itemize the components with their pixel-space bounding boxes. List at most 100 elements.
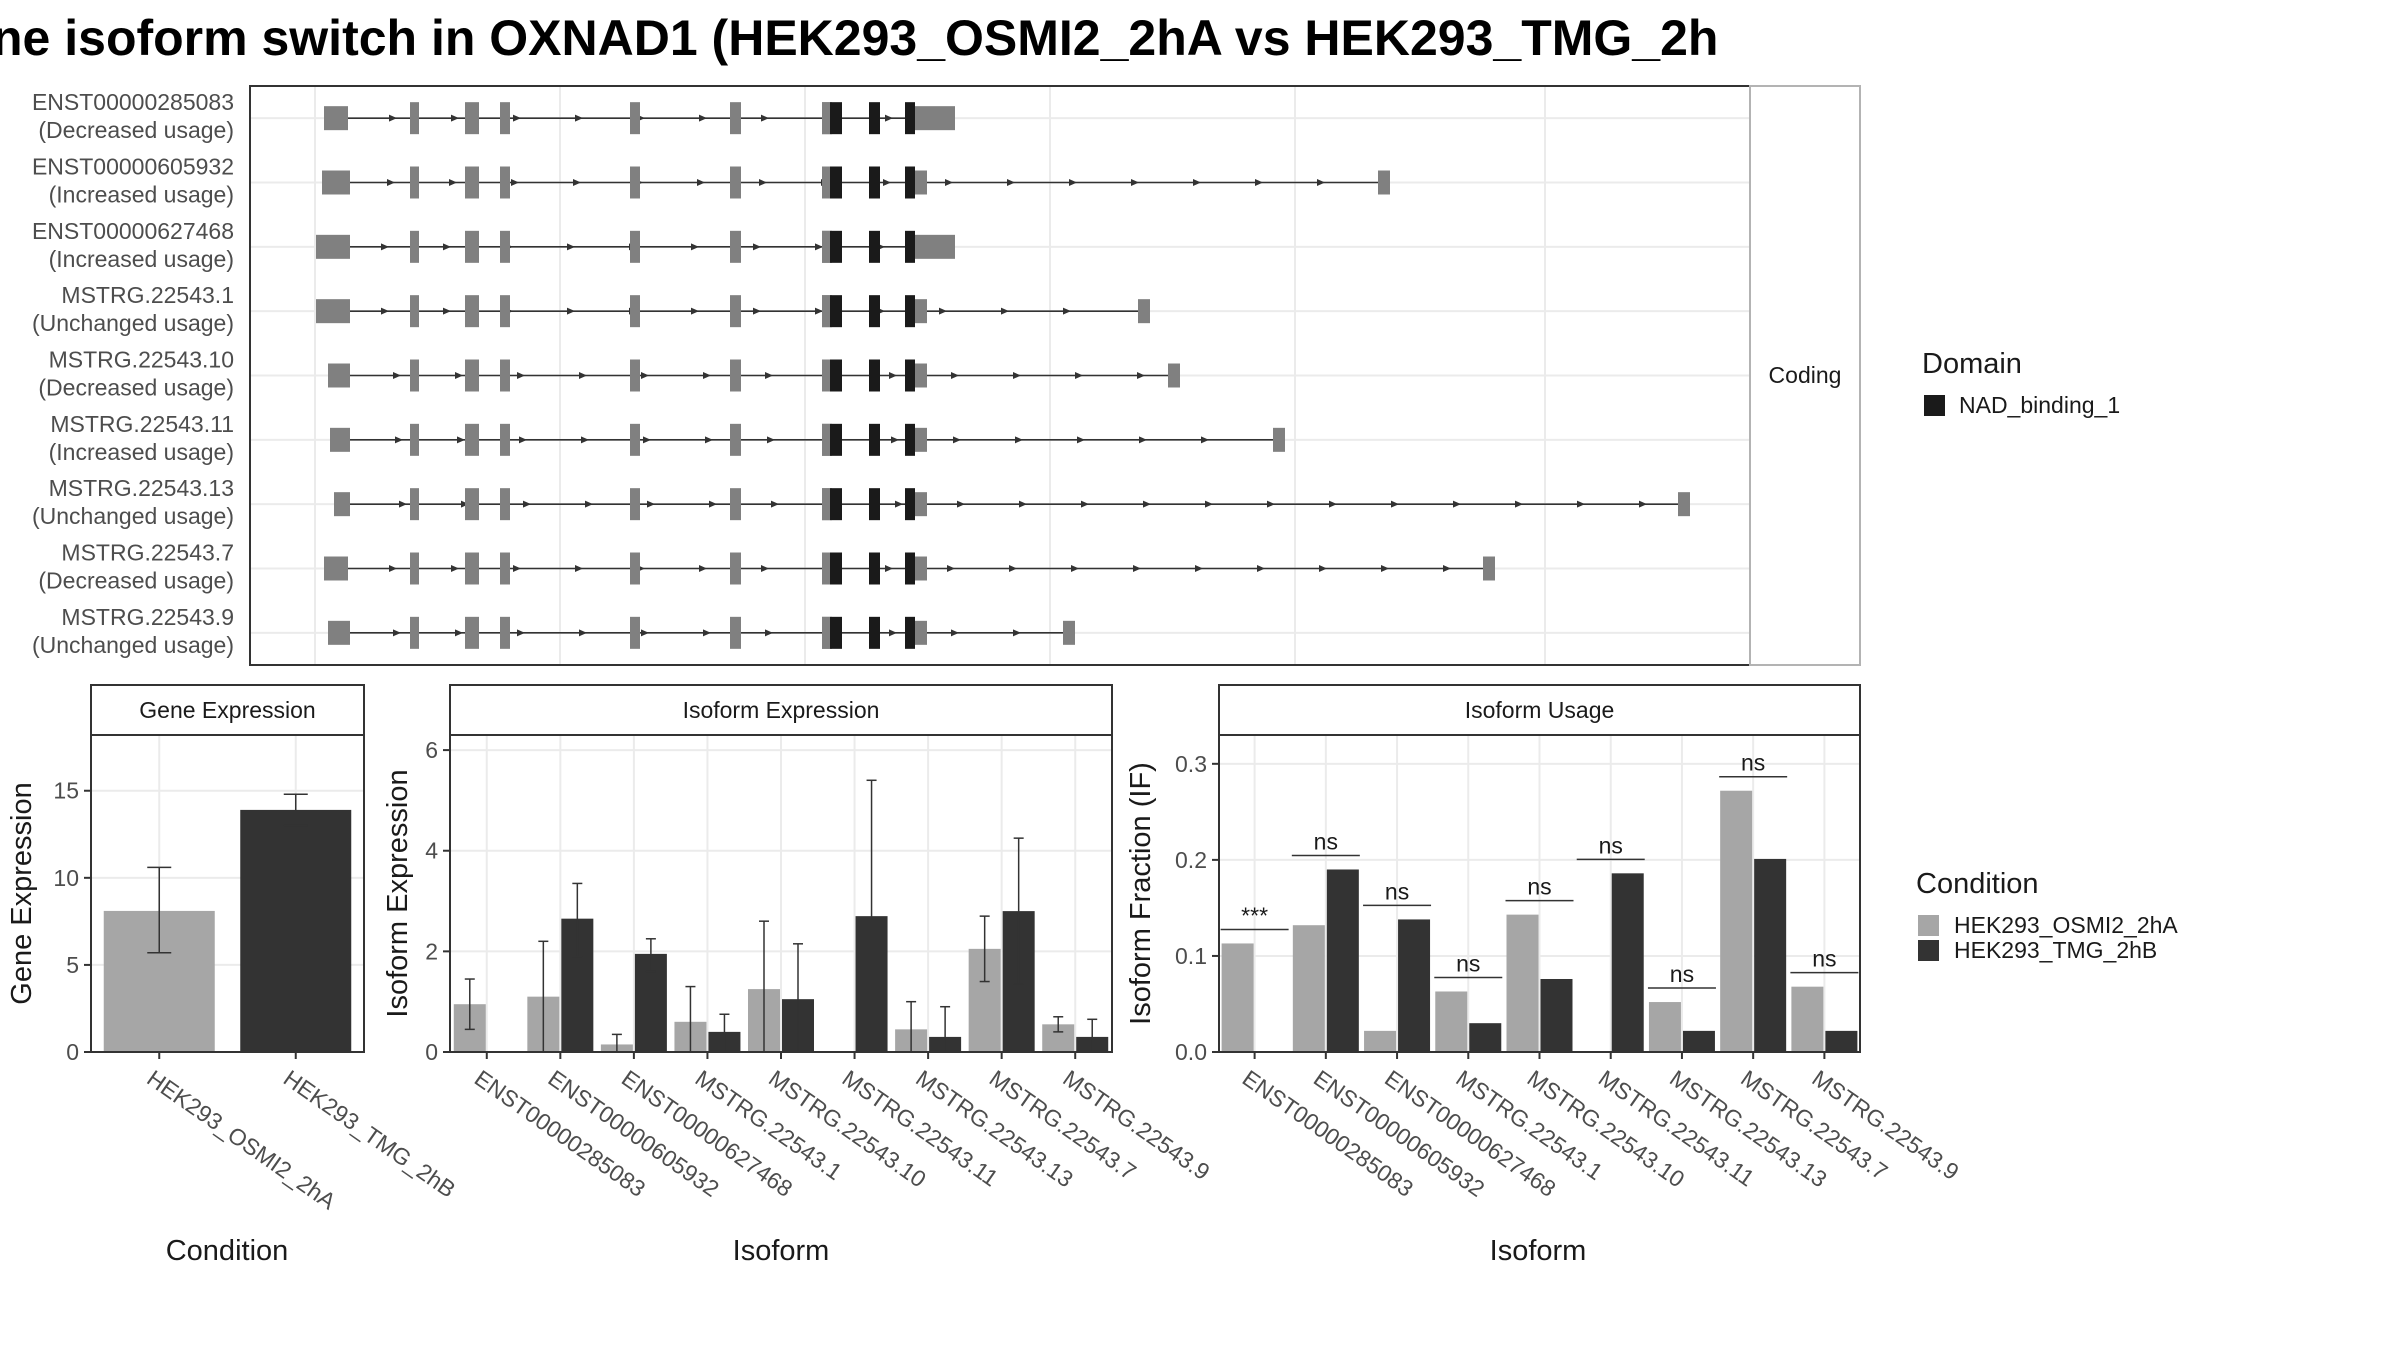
exon xyxy=(630,166,640,199)
domain-exon xyxy=(869,230,880,263)
intron-direction-arrow xyxy=(1013,629,1021,637)
y-tick-label: 0.2 xyxy=(1175,847,1207,873)
exon xyxy=(410,488,419,521)
exon xyxy=(500,166,510,199)
intron-direction-arrow xyxy=(699,114,707,122)
isoform-expression-panel: Isoform Expression0246ENST00000285083ENS… xyxy=(382,684,1215,1267)
intron-direction-arrow xyxy=(517,372,525,379)
domain-exon xyxy=(905,166,915,199)
domain-exon xyxy=(830,295,842,328)
panel-strip xyxy=(90,684,365,736)
intron-direction-arrow xyxy=(1001,307,1009,315)
exon xyxy=(822,295,832,328)
exon xyxy=(822,616,832,649)
exon xyxy=(630,230,640,263)
exon xyxy=(730,359,741,392)
transcript-row: MSTRG.22543.10(Decreased usage) xyxy=(38,347,1180,401)
intron-direction-arrow xyxy=(1453,500,1461,508)
transcript-id-label: MSTRG.22543.1 xyxy=(61,282,234,308)
y-tick-label: 5 xyxy=(66,952,79,978)
y-tick-label: 15 xyxy=(53,778,79,804)
intron-direction-arrow xyxy=(567,243,575,251)
intron-direction-arrow xyxy=(575,114,583,122)
transcript-id-label: ENST00000627468 xyxy=(32,218,234,244)
domain-exon xyxy=(905,102,915,135)
exon xyxy=(1483,556,1495,581)
intron-direction-arrow xyxy=(765,372,773,379)
facet-strip xyxy=(1749,85,1861,666)
transcript-row: MSTRG.22543.1(Unchanged usage) xyxy=(32,282,1150,336)
intron-direction-arrow xyxy=(885,565,893,572)
intron-direction-arrow xyxy=(381,243,389,251)
exon xyxy=(915,234,955,259)
intron-direction-arrow xyxy=(889,629,897,637)
intron-direction-arrow xyxy=(1007,179,1015,186)
data-bar xyxy=(1398,919,1431,1052)
intron-direction-arrow xyxy=(567,307,575,315)
intron-direction-arrow xyxy=(451,114,459,122)
exon xyxy=(630,552,640,585)
domain-exon xyxy=(905,488,915,521)
transcript-id-label: MSTRG.22543.13 xyxy=(49,475,234,501)
condition-legend-swatch-a xyxy=(1918,915,1939,936)
panel-plot-border xyxy=(90,734,365,1053)
transcript-row: MSTRG.22543.13(Unchanged usage) xyxy=(32,475,1690,529)
intron-direction-arrow xyxy=(643,436,651,444)
intron-direction-arrow xyxy=(705,436,713,444)
intron-direction-arrow xyxy=(1019,500,1027,508)
exon xyxy=(500,102,510,135)
domain-exon xyxy=(905,552,915,585)
domain-exon xyxy=(830,423,842,456)
domain-legend: Domain NAD_binding_1 xyxy=(1922,348,2120,418)
intron-direction-arrow xyxy=(579,372,587,379)
intron-direction-arrow xyxy=(1577,500,1585,508)
significance-label: ns xyxy=(1812,946,1836,972)
transcript-id-label: MSTRG.22543.11 xyxy=(50,411,234,437)
exon xyxy=(324,556,348,581)
domain-exon xyxy=(869,166,880,199)
intron-direction-arrow xyxy=(455,372,463,379)
transcript-id-label: MSTRG.22543.10 xyxy=(49,347,234,373)
intron-direction-arrow xyxy=(947,565,955,572)
transcript-row: ENST00000627468(Increased usage) xyxy=(32,218,955,272)
intron-direction-arrow xyxy=(451,565,459,572)
exon xyxy=(500,552,510,585)
data-bar xyxy=(240,809,352,1052)
exon xyxy=(915,363,927,388)
significance-label: ns xyxy=(1385,878,1409,904)
exon xyxy=(1273,427,1285,452)
data-bar xyxy=(1292,925,1325,1052)
intron-direction-arrow xyxy=(697,179,705,186)
y-tick-label: 0 xyxy=(66,1039,79,1065)
intron-direction-arrow xyxy=(761,565,769,572)
exon xyxy=(630,359,640,392)
intron-direction-arrow xyxy=(1515,500,1523,508)
intron-direction-arrow xyxy=(1077,436,1085,444)
intron-direction-arrow xyxy=(699,565,707,572)
figure-title: ne isoform switch in OXNAD1 (HEK293_OSMI… xyxy=(0,10,1718,66)
domain-exon xyxy=(830,230,842,263)
intron-direction-arrow xyxy=(709,500,717,508)
intron-direction-arrow xyxy=(815,307,823,315)
intron-direction-arrow xyxy=(703,372,711,379)
intron-direction-arrow xyxy=(771,500,779,508)
exon xyxy=(730,552,741,585)
significance-label: ns xyxy=(1599,832,1623,858)
intron-direction-arrow xyxy=(575,565,583,572)
exon xyxy=(822,166,832,199)
intron-direction-arrow xyxy=(691,307,699,315)
exon xyxy=(410,359,419,392)
exon xyxy=(915,492,927,517)
condition-legend-title: Condition xyxy=(1916,868,2039,900)
intron-direction-arrow xyxy=(939,307,947,315)
exon xyxy=(465,166,479,199)
intron-direction-arrow xyxy=(1257,565,1265,572)
intron-direction-arrow xyxy=(1071,565,1079,572)
intron-direction-arrow xyxy=(957,500,965,508)
exon xyxy=(322,170,350,195)
intron-direction-arrow xyxy=(449,179,457,186)
domain-exon xyxy=(830,166,842,199)
data-bar xyxy=(1506,914,1539,1052)
isoform-usage-panel: Isoform Usage0.00.10.20.3***ENST00000285… xyxy=(1125,684,1964,1267)
